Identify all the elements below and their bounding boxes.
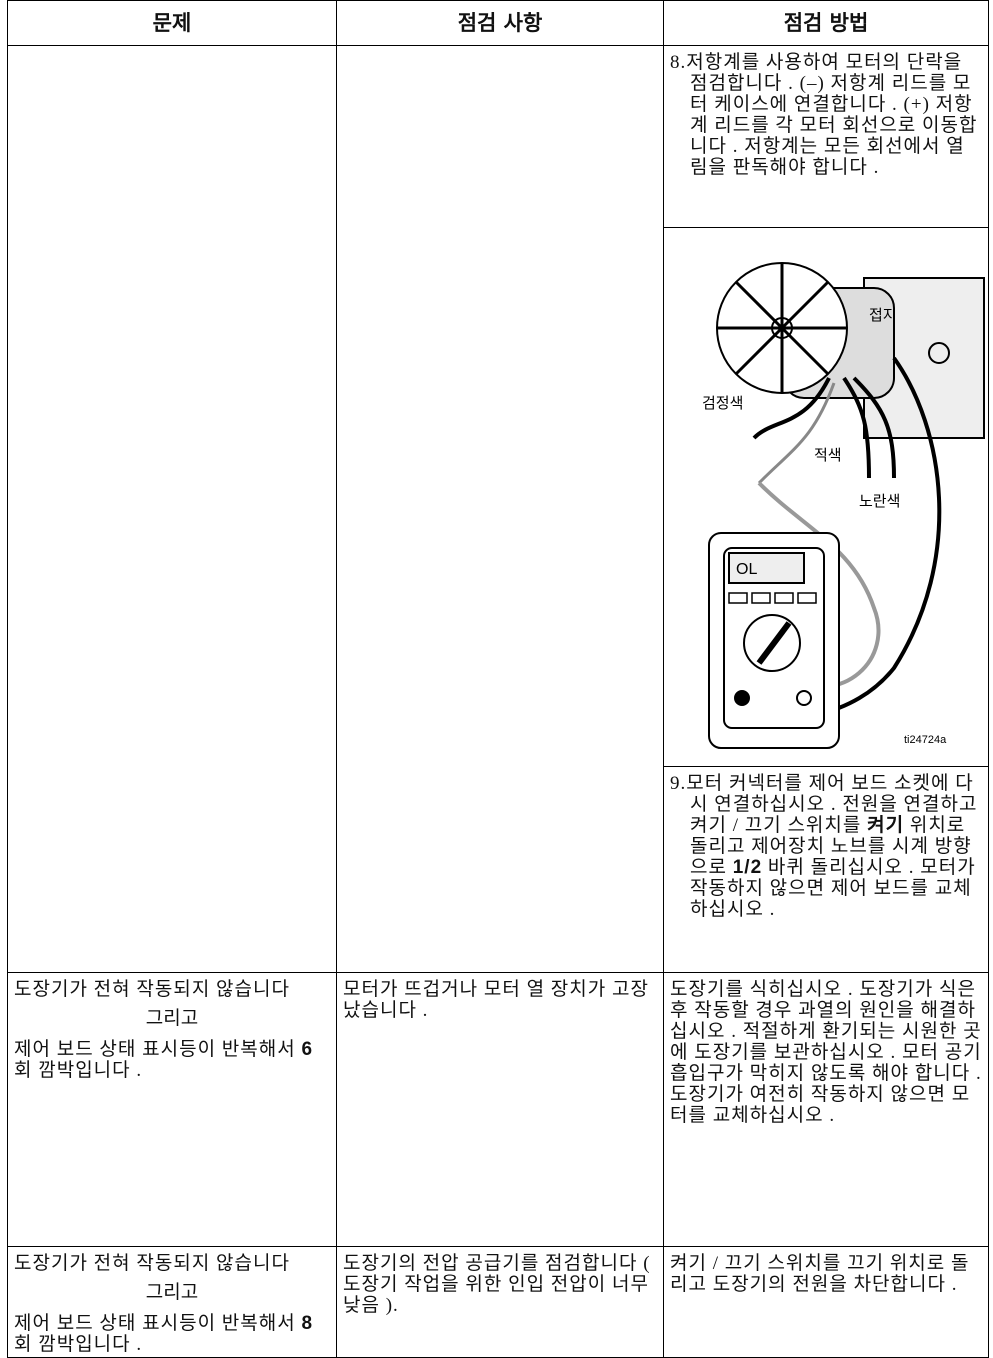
text: 회 깜박입니다 . (14, 1060, 143, 1081)
text: 제어 보드 상태 표시등이 반복해서 (14, 1313, 302, 1334)
row: 9.모터 커넥터를 제어 보드 소켓에 다시 연결하십시오 . 전원을 연결하고… (8, 766, 989, 973)
header-row: 문제 점검 사항 점검 방법 (7, 0, 989, 46)
text: 회 깜박입니다 . (14, 1334, 143, 1355)
text: 1/2 (732, 857, 763, 878)
cell (7, 45, 337, 973)
step-text: 9.모터 커넥터를 제어 보드 소켓에 다시 연결하십시오 . 전원을 연결하고… (670, 773, 982, 920)
text: 바퀴 돌리십시오 . 모터가 작동하지 않으면 제어 보드를 교체하십시오 . (690, 857, 976, 920)
text: 도장기가 전혀 작동되지 않습니다 (14, 979, 290, 1000)
text: 위치로 돌리고 제어장치 노브를 시계 방향으로 (690, 815, 972, 878)
text: 그리고 (145, 1008, 199, 1029)
text: 제어 보드 상태 표시등이 반복해서 6 회 깜박입니다 . (14, 1039, 330, 1081)
wiring-figure: 접지 검정색 적색 노란색 OL ti24724a (702, 262, 985, 749)
troubleshooting-table: 문제 점검 사항 점검 방법 8.저항계를 사용하여 모터의 단락을 점검합니다… (7, 0, 989, 1358)
cell: 모터가 뜨겁거나 모터 열 장치가 고장났습니다 . (336, 972, 664, 1247)
cell: 켜기 / 끄기 스위치를 끄기 위치로 돌리고 도장기의 전원을 차단합니다 . (663, 1246, 989, 1358)
text: 8 (301, 1313, 314, 1334)
figure-label: 적색 (814, 447, 842, 464)
cell: 도장기를 식히십시오 . 도장기가 식은 후 작동할 경우 과열의 원인을 해결… (663, 972, 989, 1247)
header-cell: 점검 방법 (663, 0, 989, 46)
text: 제어 보드 상태 표시등이 반복해서 8 회 깜박입니다 . (14, 1313, 330, 1355)
cell: 9.모터 커넥터를 제어 보드 소켓에 다시 연결하십시오 . 전원을 연결하고… (663, 766, 989, 973)
cell (336, 45, 664, 973)
text: 6 (301, 1039, 314, 1060)
figure-cell: 접지 검정색 적색 노란색 OL ti24724a (663, 227, 989, 767)
figure-label: 검정색 (702, 395, 743, 412)
row: 8.저항계를 사용하여 모터의 단락을 점검합니다 . (–) 저항계 리드를 … (7, 45, 989, 973)
header-cell: 문제 (7, 0, 337, 46)
step-text: 8.저항계를 사용하여 모터의 단락을 점검합니다 . (–) 저항계 리드를 … (670, 52, 978, 178)
row: 접지 검정색 적색 노란색 OL ti24724a (8, 227, 989, 767)
header-cell: 점검 사항 (336, 0, 664, 46)
text: 도장기의 전압 공급기를 점검합니다 ( 도장기 작업을 위한 인입 전압이 너… (343, 1253, 651, 1316)
cell: 도장기의 전압 공급기를 점검합니다 ( 도장기 작업을 위한 인입 전압이 너… (336, 1246, 664, 1358)
figure-label: 노란색 (859, 493, 900, 510)
cell: 8.저항계를 사용하여 모터의 단락을 점검합니다 . (–) 저항계 리드를 … (663, 45, 989, 228)
text: 제어 보드 상태 표시등이 반복해서 (14, 1039, 302, 1060)
text: 모터가 뜨겁거나 모터 열 장치가 고장났습니다 . (343, 979, 649, 1021)
text: 9.모터 커넥터를 제어 보드 소켓에 다시 연결하십시오 . 전원을 연결하고… (670, 773, 978, 836)
figure-label: 접지 (869, 307, 897, 324)
figure-id: ti24724a (904, 734, 947, 746)
text: 도장기를 식히십시오 . 도장기가 식은 후 작동할 경우 과열의 원인을 해결… (670, 979, 982, 1126)
text: 그리고 (145, 1282, 199, 1303)
text: 켜기 (867, 815, 905, 836)
meter-display: OL (736, 561, 757, 578)
text: 도장기가 전혀 작동되지 않습니다 (14, 1253, 290, 1274)
text: 켜기 / 끄기 스위치를 끄기 위치로 돌리고 도장기의 전원을 차단합니다 . (670, 1253, 970, 1295)
